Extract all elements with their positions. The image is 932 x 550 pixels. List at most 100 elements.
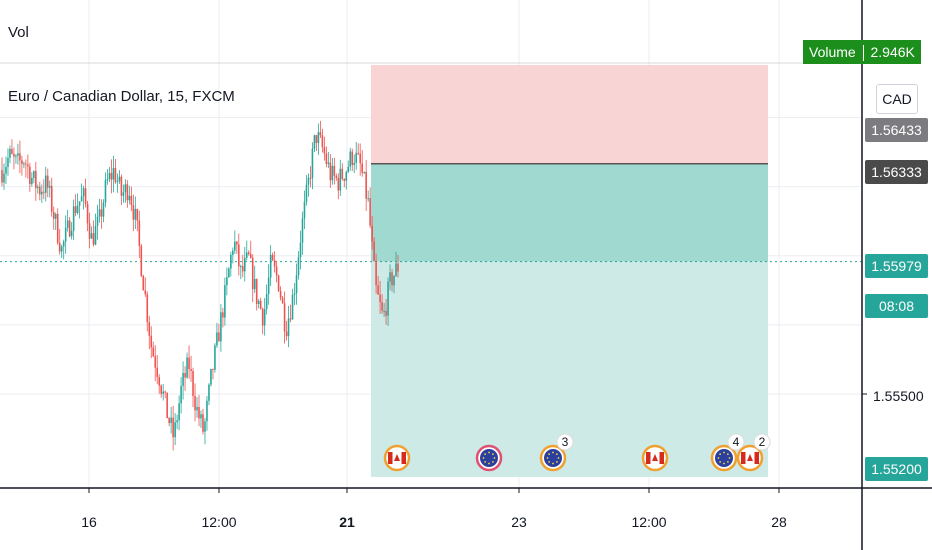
event-marker[interactable] xyxy=(475,444,503,472)
eu-star xyxy=(717,457,720,459)
candle-body xyxy=(391,272,393,286)
symbol-title: Euro / Canadian Dollar, 15, FXCM xyxy=(8,88,235,105)
candle xyxy=(365,160,367,212)
candle-body xyxy=(186,357,188,378)
candle xyxy=(27,154,29,179)
candle xyxy=(238,233,240,276)
candle-body xyxy=(309,177,312,179)
economic-events[interactable]: 3 4 2 xyxy=(383,433,771,472)
volume-badge-value: 2.946K xyxy=(870,44,915,60)
candle-body xyxy=(349,151,352,167)
candle xyxy=(188,345,190,379)
candle xyxy=(367,190,369,202)
candle-body xyxy=(341,168,344,179)
candle xyxy=(78,201,81,219)
candle-body xyxy=(128,195,131,201)
currency-button[interactable]: CAD xyxy=(876,84,918,114)
candle xyxy=(321,128,324,153)
candle xyxy=(273,251,276,273)
candle xyxy=(281,296,284,304)
candle xyxy=(178,395,180,431)
candle-body xyxy=(5,166,7,174)
position-zones[interactable] xyxy=(371,65,768,477)
eu-star xyxy=(484,453,487,456)
eu-star xyxy=(491,460,494,463)
candle-body xyxy=(23,163,25,165)
canada-flag-band xyxy=(401,452,406,464)
candle xyxy=(150,326,153,359)
candle xyxy=(11,139,13,155)
candle-body xyxy=(25,163,27,165)
candle-body xyxy=(33,171,35,179)
event-marker[interactable]: 2 xyxy=(736,433,771,472)
candle xyxy=(327,151,330,168)
candle xyxy=(5,156,7,185)
candle xyxy=(343,178,346,188)
candle xyxy=(269,245,272,286)
candle xyxy=(200,410,202,428)
candle xyxy=(218,323,220,342)
candle xyxy=(375,253,377,294)
candle-body xyxy=(31,178,33,185)
candle-body xyxy=(54,213,57,219)
candle xyxy=(70,222,73,240)
eu-star xyxy=(723,462,725,465)
candle xyxy=(48,180,51,198)
candle-body xyxy=(303,201,306,219)
candle xyxy=(154,345,157,382)
candle-body xyxy=(224,285,226,318)
candle-body xyxy=(329,162,332,181)
candle xyxy=(168,416,170,427)
candle xyxy=(140,243,143,278)
candle xyxy=(31,172,33,187)
candle-body xyxy=(154,356,157,368)
candle xyxy=(72,199,75,241)
candle xyxy=(393,275,395,294)
eu-star xyxy=(726,453,729,456)
eu-star xyxy=(546,457,549,459)
candle xyxy=(204,418,206,445)
x-tick-label: 28 xyxy=(771,514,787,530)
candle-body xyxy=(323,147,326,154)
eu-star xyxy=(548,453,551,456)
candle-body xyxy=(313,135,316,149)
candle-body xyxy=(104,180,107,203)
candle xyxy=(52,206,55,230)
candle-body xyxy=(184,373,186,378)
candle-body xyxy=(216,332,218,346)
event-marker[interactable]: 4 xyxy=(710,433,745,472)
event-marker[interactable] xyxy=(383,444,411,472)
candle-body xyxy=(98,209,101,217)
candle xyxy=(13,147,15,170)
candle xyxy=(122,184,125,203)
candle xyxy=(134,196,137,229)
candle xyxy=(136,208,139,232)
candle-body xyxy=(1,170,3,183)
event-marker[interactable]: 3 xyxy=(539,433,574,472)
countdown-tag: 08:08 xyxy=(865,294,928,318)
candle-body xyxy=(395,263,397,276)
candle xyxy=(62,239,65,260)
candle xyxy=(190,355,192,382)
candle xyxy=(29,162,31,192)
candle xyxy=(116,173,119,193)
candle xyxy=(305,175,308,206)
candle xyxy=(391,268,393,292)
candle-body xyxy=(375,260,377,286)
candle-body xyxy=(269,254,272,278)
candle xyxy=(323,136,326,161)
candle-body xyxy=(150,335,153,348)
candle xyxy=(192,367,194,408)
candle-body xyxy=(206,400,208,422)
candle xyxy=(124,179,127,203)
candle xyxy=(377,275,379,296)
candle-body xyxy=(301,218,304,243)
candle-body xyxy=(327,162,330,164)
event-marker[interactable] xyxy=(641,444,669,472)
candle-body xyxy=(17,153,19,156)
candle-body xyxy=(19,153,21,161)
candle xyxy=(341,163,344,181)
eu-star xyxy=(482,457,485,459)
candle xyxy=(251,254,254,303)
